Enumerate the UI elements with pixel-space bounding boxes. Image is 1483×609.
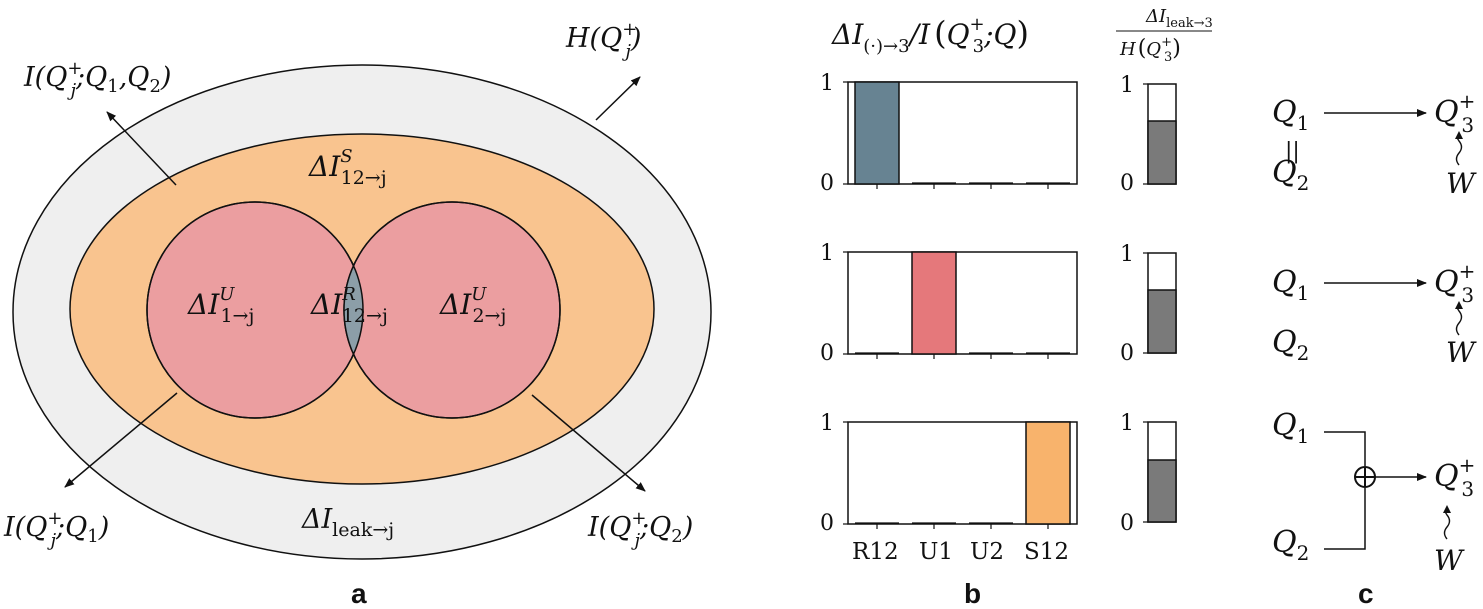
leak-label: ΔIleak→j bbox=[301, 504, 394, 541]
row3-noise-arrow bbox=[1443, 508, 1451, 540]
y-tick-1-row3: 1 bbox=[820, 411, 834, 436]
y-tick-1-row2: 1 bbox=[820, 241, 834, 266]
mi-q2-label: I(Q+ j;Q2) bbox=[587, 508, 693, 551]
bar-chart-row2: 1 0 bbox=[820, 241, 1078, 366]
leak-y-tick-1-row1: 1 bbox=[1120, 73, 1134, 98]
row1-noise: W bbox=[1446, 167, 1477, 200]
y-tick-0-row1: 0 bbox=[820, 171, 834, 196]
bar-u1-row2 bbox=[911, 251, 957, 355]
leak-fill-row2 bbox=[1147, 289, 1177, 354]
chart-frame-row2 bbox=[847, 251, 1078, 355]
xor-operator bbox=[1354, 466, 1376, 488]
row3-wire-bottom bbox=[1324, 488, 1366, 550]
leak-y-tick-1-row2: 1 bbox=[1120, 242, 1134, 267]
row1-q1: Q1 bbox=[1272, 95, 1309, 135]
leak-bar-row2: 1 0 bbox=[1120, 242, 1177, 366]
x-tick-u1: U1 bbox=[919, 539, 953, 565]
row1-noise-arrow bbox=[1455, 134, 1463, 166]
y-tick-0-row3: 0 bbox=[820, 511, 834, 536]
svg-text:H(Q+3): H(Q+ 3) bbox=[1119, 35, 1181, 65]
bar-r12-row1 bbox=[854, 81, 900, 185]
arrow-joint-information bbox=[106, 111, 177, 186]
unique1-outline bbox=[146, 201, 364, 419]
causal-diagram-unique: Q1 Q2 Q+ 3 W bbox=[1272, 259, 1477, 369]
leak-y-tick-1-row3: 1 bbox=[1120, 411, 1134, 436]
causal-diagram-redundant: Q1 || Q2 Q+ 3 W bbox=[1272, 89, 1477, 200]
y-tick-1-row1: 1 bbox=[820, 71, 834, 96]
leak-ratio-label: ΔIleak→3 H(Q+ 3) bbox=[1116, 6, 1213, 65]
x-tick-r12: R12 bbox=[852, 539, 899, 565]
x-tick-u2: U2 bbox=[970, 539, 1004, 565]
unique1-label: ΔIU 1→j bbox=[187, 284, 254, 327]
row3-noise: W bbox=[1434, 544, 1465, 577]
bar-chart-row1: 1 0 bbox=[820, 71, 1078, 196]
unique2-outline bbox=[343, 201, 561, 419]
arrow-mi-q1 bbox=[64, 392, 178, 488]
row3-q2-label: Q2 bbox=[1272, 525, 1309, 565]
leak-y-tick-0-row2: 0 bbox=[1120, 341, 1134, 366]
panel-c: Q1 || Q2 Q+ 3 W Q1 Q2 Q+ 3 W Q1 Q2 bbox=[1272, 89, 1477, 609]
arrow-mi-q2 bbox=[531, 394, 646, 492]
row3-q1-label: Q1 bbox=[1272, 408, 1309, 448]
leak-y-tick-0-row1: 0 bbox=[1120, 171, 1134, 196]
redundant-label: ΔIR 12→j bbox=[310, 284, 388, 327]
row2-noise: W bbox=[1446, 336, 1477, 369]
panel-a-label: a bbox=[351, 578, 367, 609]
panel-b: ΔI(·)→3/I (Q+ 3;Q) ΔIleak→3 H(Q+ 3) 1 0 1 0 bbox=[820, 6, 1213, 609]
row2-noise-arrow bbox=[1455, 304, 1463, 336]
outer-entropy-label: H(Q+ j) bbox=[565, 19, 641, 62]
row1-q2: Q2 bbox=[1272, 155, 1309, 195]
causal-diagram-synergy: Q1 Q2 Q+ 3 W bbox=[1272, 408, 1475, 577]
panel-a: H(Q+ j) I(Q+ j;Q1,Q2) ΔIS 12→j ΔIU 1→j ΔIR 12… bbox=[3, 19, 712, 609]
leak-fill-row3 bbox=[1147, 459, 1177, 523]
row3-wire-top bbox=[1324, 431, 1366, 466]
row1-equals: || bbox=[1285, 139, 1300, 164]
joint-information-label: I(Q+ j;Q1,Q2) bbox=[23, 58, 171, 101]
synergy-label: ΔIS 12→j bbox=[308, 146, 387, 189]
row2-q1: Q1 bbox=[1272, 265, 1309, 305]
mi-q1-label: I(Q+ j;Q1) bbox=[3, 508, 109, 551]
leak-y-tick-0-row3: 0 bbox=[1120, 511, 1134, 536]
row2-target: Q+ 3 bbox=[1434, 259, 1475, 307]
bar-s12-row3 bbox=[1025, 421, 1071, 525]
panel-b-label: b bbox=[964, 578, 981, 609]
svg-text:ΔIleak→3: ΔIleak→3 bbox=[1145, 6, 1213, 31]
arrow-outer-entropy bbox=[595, 76, 641, 121]
leak-bar-row1: 1 0 bbox=[1120, 73, 1177, 196]
unique2-label: ΔIU 2→j bbox=[439, 284, 506, 327]
leak-fill-row1 bbox=[1147, 120, 1177, 185]
leak-bar-row3: 1 0 bbox=[1120, 411, 1177, 536]
row1-target: Q+ 3 bbox=[1434, 89, 1475, 137]
panel-c-label: c bbox=[1358, 578, 1374, 609]
bar-chart-row3: 1 0 R12 U1 U2 S12 bbox=[820, 411, 1078, 565]
row3-target: Q+ 3 bbox=[1434, 453, 1475, 501]
row2-q2: Q2 bbox=[1272, 325, 1309, 365]
y-tick-0-row2: 0 bbox=[820, 341, 834, 366]
panel-b-title: ΔI(·)→3/I (Q+ 3;Q) bbox=[831, 14, 1029, 57]
x-tick-s12: S12 bbox=[1024, 539, 1069, 565]
